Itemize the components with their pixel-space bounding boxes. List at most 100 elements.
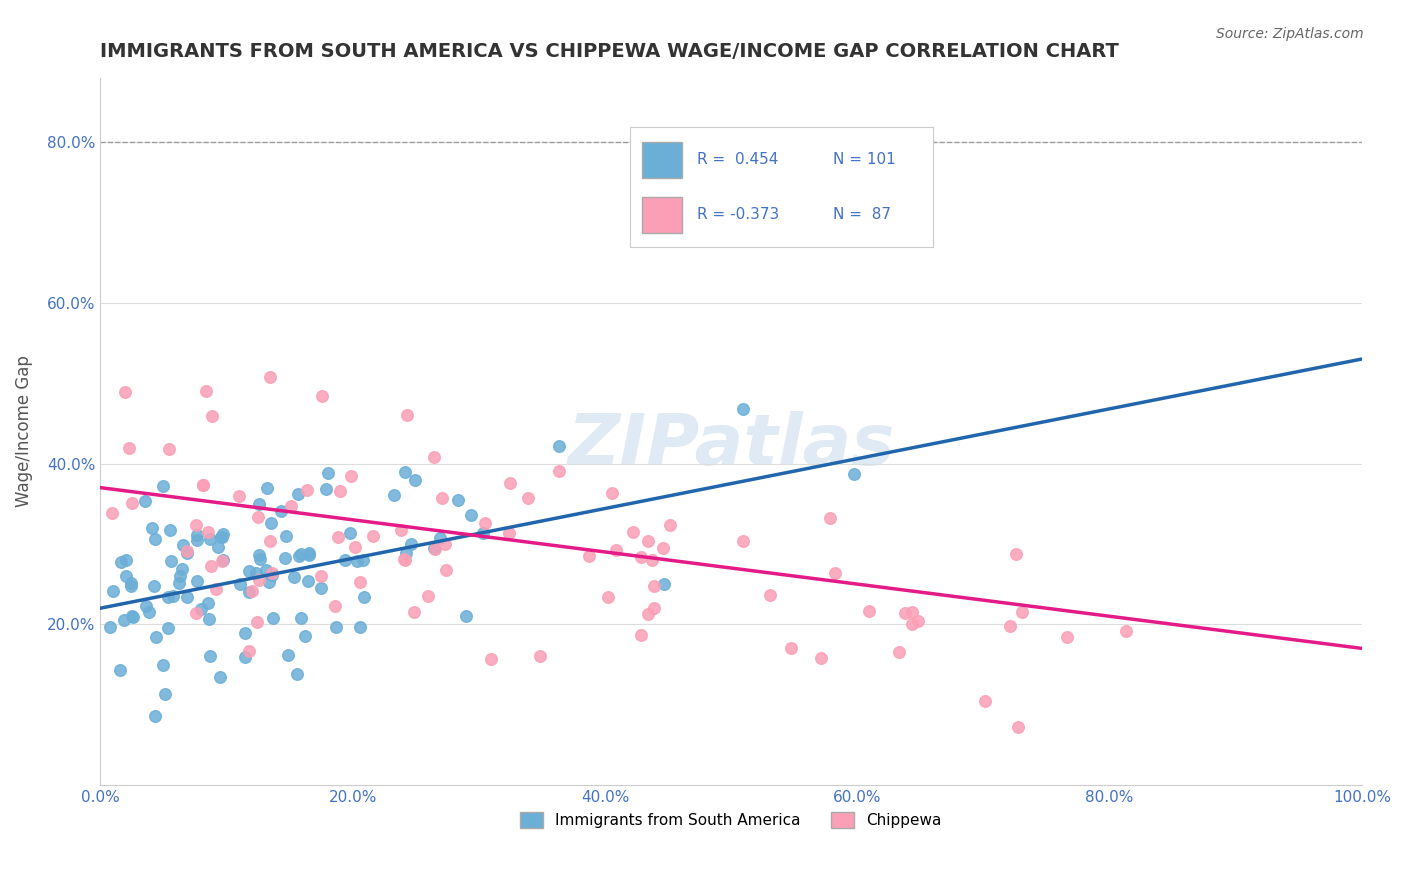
Point (141, 521, 163, 535)
Point (238, 564, 260, 578)
Point (186, 574, 208, 588)
Point (211, 530, 233, 544)
Point (731, 533, 754, 548)
Point (207, 540, 229, 554)
Point (460, 508, 482, 523)
Point (901, 617, 924, 632)
Point (211, 553, 233, 567)
Point (474, 516, 496, 531)
Point (529, 649, 551, 664)
Point (548, 439, 571, 453)
Point (605, 542, 627, 557)
Point (382, 487, 405, 501)
Point (479, 652, 502, 666)
Point (274, 551, 297, 566)
Point (159, 442, 181, 456)
Point (277, 648, 299, 662)
Point (516, 491, 538, 505)
Point (238, 644, 260, 658)
Point (176, 590, 198, 604)
Point (471, 525, 494, 540)
Point (157, 591, 180, 605)
Point (233, 625, 256, 640)
Point (283, 569, 305, 583)
Point (145, 630, 167, 644)
Point (349, 575, 371, 590)
Point (100, 506, 122, 520)
Point (186, 606, 208, 620)
Point (810, 651, 832, 665)
Point (399, 537, 422, 551)
Point (260, 516, 283, 531)
Point (1005, 547, 1028, 561)
Point (270, 504, 292, 518)
Point (260, 566, 283, 580)
Point (309, 581, 332, 595)
Point (121, 495, 143, 509)
Point (907, 614, 929, 628)
Point (430, 491, 453, 505)
Point (201, 409, 224, 423)
Text: Source: ZipAtlas.com: Source: ZipAtlas.com (1216, 27, 1364, 41)
Point (422, 450, 444, 465)
Point (598, 590, 620, 604)
Point (315, 483, 337, 497)
Point (211, 554, 233, 568)
Point (578, 549, 600, 564)
Point (191, 478, 214, 492)
Point (209, 530, 232, 544)
Point (361, 529, 384, 543)
Point (186, 528, 208, 542)
Point (297, 574, 319, 588)
Point (343, 540, 366, 554)
Point (329, 484, 352, 499)
Point (247, 548, 270, 562)
Point (600, 485, 623, 500)
Point (276, 529, 298, 543)
Point (198, 612, 221, 626)
Point (254, 563, 277, 577)
Point (621, 525, 644, 540)
Point (1007, 719, 1029, 733)
Point (176, 546, 198, 560)
Point (404, 474, 426, 488)
Point (110, 663, 132, 677)
Point (842, 467, 865, 481)
Point (152, 479, 174, 493)
Point (184, 518, 207, 533)
Point (297, 546, 319, 560)
Point (894, 606, 917, 620)
Point (429, 531, 451, 545)
Point (159, 523, 181, 537)
Point (759, 588, 782, 602)
Point (259, 370, 281, 384)
Point (346, 554, 368, 568)
Point (121, 579, 143, 593)
Point (637, 534, 659, 549)
Point (446, 493, 468, 508)
Point (152, 658, 174, 673)
Point (110, 555, 132, 569)
Point (547, 464, 569, 478)
Point (658, 518, 681, 533)
Point (285, 667, 308, 681)
Point (456, 609, 478, 624)
Point (353, 590, 375, 604)
Point (247, 573, 270, 587)
Point (287, 487, 309, 501)
Point (425, 541, 447, 556)
Point (434, 537, 457, 551)
Point (208, 670, 231, 684)
Point (1115, 624, 1137, 638)
Point (169, 569, 191, 583)
Point (637, 607, 659, 622)
Point (260, 568, 283, 582)
Point (394, 552, 416, 566)
Point (121, 609, 143, 624)
Point (311, 389, 333, 403)
Point (1011, 605, 1033, 619)
Point (423, 541, 446, 555)
Point (340, 469, 363, 483)
Point (325, 599, 347, 614)
Point (394, 553, 416, 567)
